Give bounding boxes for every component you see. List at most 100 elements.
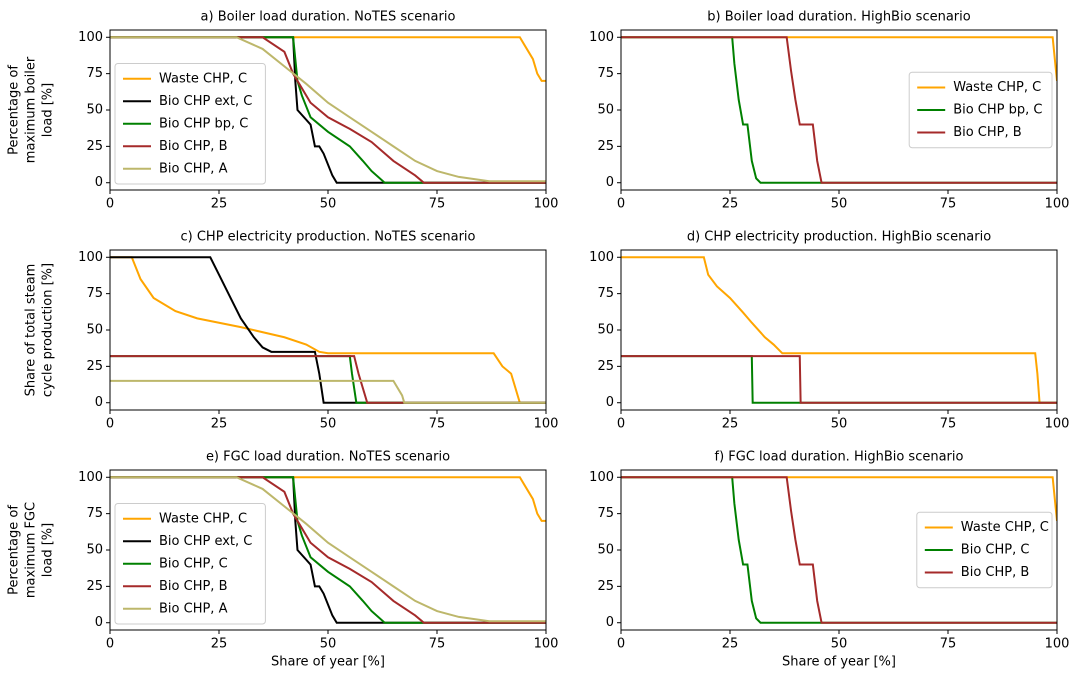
legend-label: Waste CHP, C — [953, 80, 1041, 95]
series-line — [110, 36, 546, 184]
x-axis-label: Share of year [%] — [271, 655, 385, 670]
y-axis-label: Percentage of — [7, 505, 22, 595]
series-line — [621, 36, 1057, 184]
series-line — [110, 355, 546, 404]
legend-label: Waste CHP, C — [159, 511, 247, 526]
series-line — [621, 355, 1057, 404]
x-tick-label: 100 — [534, 197, 559, 212]
panel-title: c) CHP electricity production. NoTES sce… — [181, 230, 476, 245]
legend-label: Waste CHP, C — [961, 520, 1049, 535]
y-tick-label: 75 — [86, 286, 103, 301]
legend-box — [114, 503, 266, 625]
y-tick-label: 75 — [86, 506, 103, 521]
series-line — [110, 379, 546, 404]
y-tick-label: 50 — [597, 103, 614, 118]
series-line — [110, 476, 546, 624]
plot-frame — [620, 469, 1058, 631]
y-tick-label: 75 — [597, 506, 614, 521]
legend-box — [916, 511, 1053, 589]
x-tick-label: 50 — [320, 197, 337, 212]
plot-frame — [620, 29, 1058, 191]
y-tick-label: 100 — [78, 250, 103, 265]
series-line — [110, 36, 546, 184]
x-tick-label: 100 — [534, 637, 559, 652]
legend-label: Bio CHP, A — [159, 161, 228, 176]
x-tick-label: 0 — [106, 637, 114, 652]
x-tick-label: 100 — [1045, 417, 1070, 432]
x-tick-label: 0 — [106, 417, 114, 432]
series-line — [621, 476, 1057, 624]
series-line — [110, 476, 546, 623]
y-tick-label: 50 — [597, 323, 614, 338]
y-axis-label: load [%] — [41, 83, 56, 137]
x-tick-label: 75 — [940, 417, 957, 432]
x-tick-label: 25 — [722, 417, 739, 432]
series-line — [110, 256, 546, 404]
x-tick-label: 25 — [211, 637, 228, 652]
panel-title: d) CHP electricity production. HighBio s… — [687, 230, 991, 245]
plot-frame — [109, 249, 547, 411]
y-tick-label: 50 — [597, 543, 614, 558]
x-tick-label: 0 — [106, 197, 114, 212]
series-line — [110, 355, 546, 404]
series-line — [621, 355, 1057, 404]
y-axis-label: Percentage of — [7, 65, 22, 155]
y-tick-label: 0 — [606, 615, 614, 630]
series-line — [110, 36, 546, 184]
legend-label: Bio CHP bp, C — [953, 103, 1042, 118]
series-line — [110, 256, 546, 404]
y-tick-label: 100 — [589, 470, 614, 485]
legend-label: Bio CHP ext, C — [159, 94, 252, 109]
x-tick-label: 50 — [320, 637, 337, 652]
series-line — [621, 476, 1057, 624]
series-line — [110, 476, 546, 624]
y-tick-label: 100 — [78, 470, 103, 485]
series-line — [110, 476, 546, 522]
legend-label: Bio CHP bp, C — [159, 116, 248, 131]
y-tick-label: 100 — [78, 30, 103, 45]
panel-title: b) Boiler load duration. HighBio scenari… — [707, 10, 970, 25]
y-axis-label: Share of total steam — [24, 264, 39, 397]
series-line — [621, 256, 1057, 404]
series-line — [110, 36, 546, 82]
panel-title: f) FGC load duration. HighBio scenario — [715, 450, 964, 465]
legend-label: Bio CHP, B — [961, 565, 1030, 580]
x-tick-label: 0 — [617, 637, 625, 652]
legend-box — [908, 71, 1053, 149]
x-tick-label: 25 — [211, 417, 228, 432]
y-axis-label: cycle production [%] — [41, 263, 56, 397]
series-line — [621, 36, 1057, 184]
x-axis-label: Share of year [%] — [782, 655, 896, 670]
y-axis-label: maximum boiler — [24, 56, 39, 163]
y-tick-label: 25 — [86, 579, 103, 594]
y-tick-label: 0 — [606, 395, 614, 410]
panel-title: e) FGC load duration. NoTES scenario — [206, 450, 450, 465]
y-tick-label: 25 — [86, 359, 103, 374]
y-tick-label: 75 — [597, 66, 614, 81]
legend-label: Waste CHP, C — [159, 71, 247, 86]
y-tick-label: 0 — [95, 615, 103, 630]
x-tick-label: 25 — [211, 197, 228, 212]
y-tick-label: 100 — [589, 250, 614, 265]
legend-box — [114, 63, 266, 185]
x-tick-label: 100 — [534, 417, 559, 432]
series-line — [110, 36, 546, 183]
x-tick-label: 25 — [722, 637, 739, 652]
y-tick-label: 25 — [597, 139, 614, 154]
x-tick-label: 100 — [1045, 197, 1070, 212]
y-tick-label: 75 — [86, 66, 103, 81]
x-tick-label: 100 — [1045, 637, 1070, 652]
legend-label: Bio CHP ext, C — [159, 534, 252, 549]
x-tick-label: 75 — [940, 197, 957, 212]
y-tick-label: 0 — [95, 395, 103, 410]
y-tick-label: 25 — [597, 579, 614, 594]
legend-label: Bio CHP, C — [159, 556, 228, 571]
x-tick-label: 0 — [617, 197, 625, 212]
y-tick-label: 75 — [597, 286, 614, 301]
y-tick-label: 50 — [86, 323, 103, 338]
x-tick-label: 25 — [722, 197, 739, 212]
legend-label: Bio CHP, B — [159, 139, 228, 154]
plot-frame — [109, 29, 547, 191]
y-axis-label: maximum FGC — [24, 502, 39, 598]
